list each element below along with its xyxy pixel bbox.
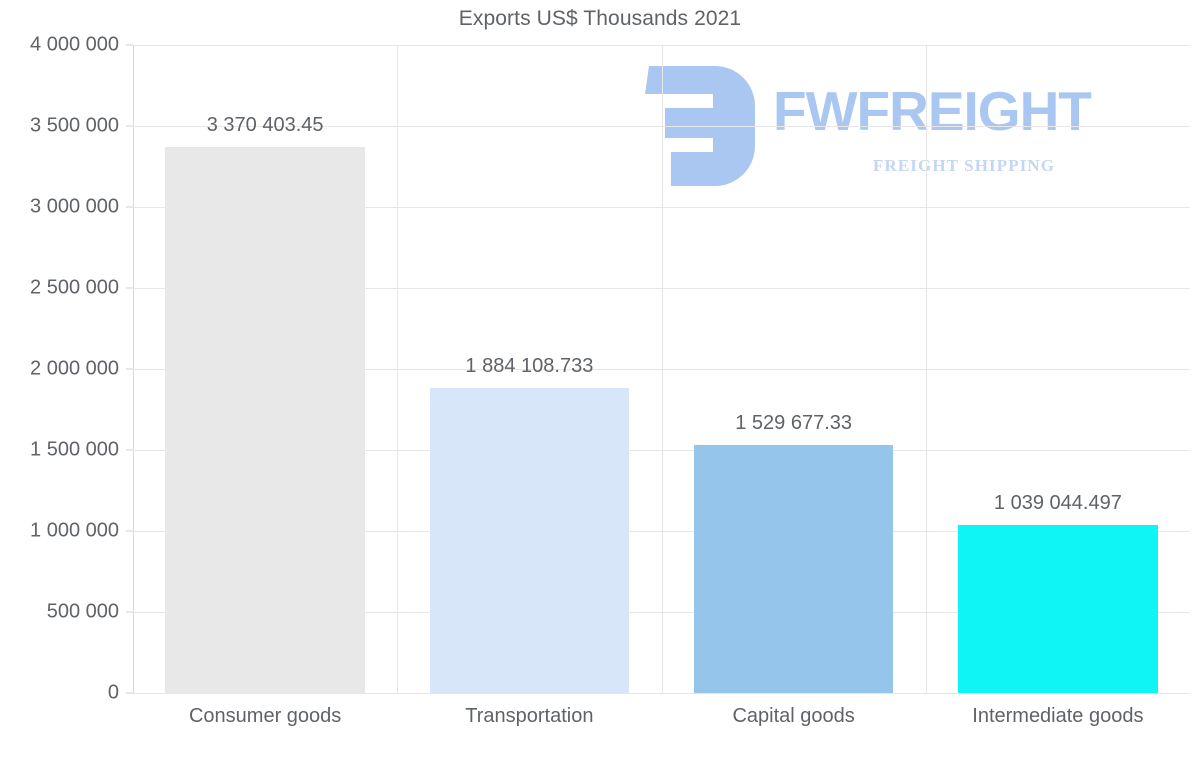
y-axis-tick-mark: [126, 287, 133, 289]
y-axis-tick-mark: [126, 449, 133, 451]
y-axis-tick-mark: [126, 125, 133, 127]
y-axis-tick-mark: [126, 611, 133, 613]
x-axis-label-capital-goods: Capital goods: [732, 705, 855, 727]
y-axis-tick-mark: [126, 44, 133, 46]
y-axis-tick-label: 3 500 000: [30, 114, 119, 137]
bar-transportation[interactable]: [429, 387, 630, 693]
y-axis-tick-label: 3 000 000: [30, 195, 119, 218]
plot-area: 3 370 403.45 1 884 108.733 1 529 677.33 1 0…: [133, 45, 1190, 694]
y-axis-tick-mark: [126, 530, 133, 532]
gridline-vertical: [925, 45, 927, 693]
bar-consumer-goods[interactable]: [165, 147, 365, 693]
y-axis-tick-label: 500 000: [46, 600, 119, 623]
bar-capital-goods[interactable]: [693, 445, 894, 693]
bar-value-label: 1 529 677.33: [735, 412, 853, 435]
x-axis-label-intermediate-goods: Intermediate goods: [972, 705, 1144, 727]
gridline-vertical: [661, 45, 663, 693]
bar-value-label: 1 039 044.497: [993, 491, 1122, 514]
bar-value-label: 1 884 108.733: [465, 354, 594, 377]
gridline-horizontal: [133, 693, 1190, 694]
y-axis-tick-label: 2 000 000: [30, 357, 119, 380]
x-axis-label-consumer-goods: Consumer goods: [188, 705, 342, 727]
x-axis-label-transportation: Transportation: [465, 705, 594, 727]
gridline-vertical: [397, 45, 399, 693]
y-axis-tick-label: 1 500 000: [30, 438, 119, 461]
y-axis-tick-mark: [126, 368, 133, 370]
y-axis-tick-mark: [126, 206, 133, 208]
y-axis-tick-label: 4 000 000: [30, 33, 119, 56]
y-axis-tick-label: 2 500 000: [30, 276, 119, 299]
y-axis-tick-label: 1 000 000: [30, 519, 119, 542]
y-axis-tick-mark: [126, 692, 133, 694]
chart-title: Exports US$ Thousands 2021: [458, 7, 742, 30]
bar-intermediate-goods[interactable]: [958, 524, 1158, 693]
bar-value-label: 3 370 403.45: [206, 113, 324, 136]
y-axis-tick-label: 0: [107, 681, 119, 704]
